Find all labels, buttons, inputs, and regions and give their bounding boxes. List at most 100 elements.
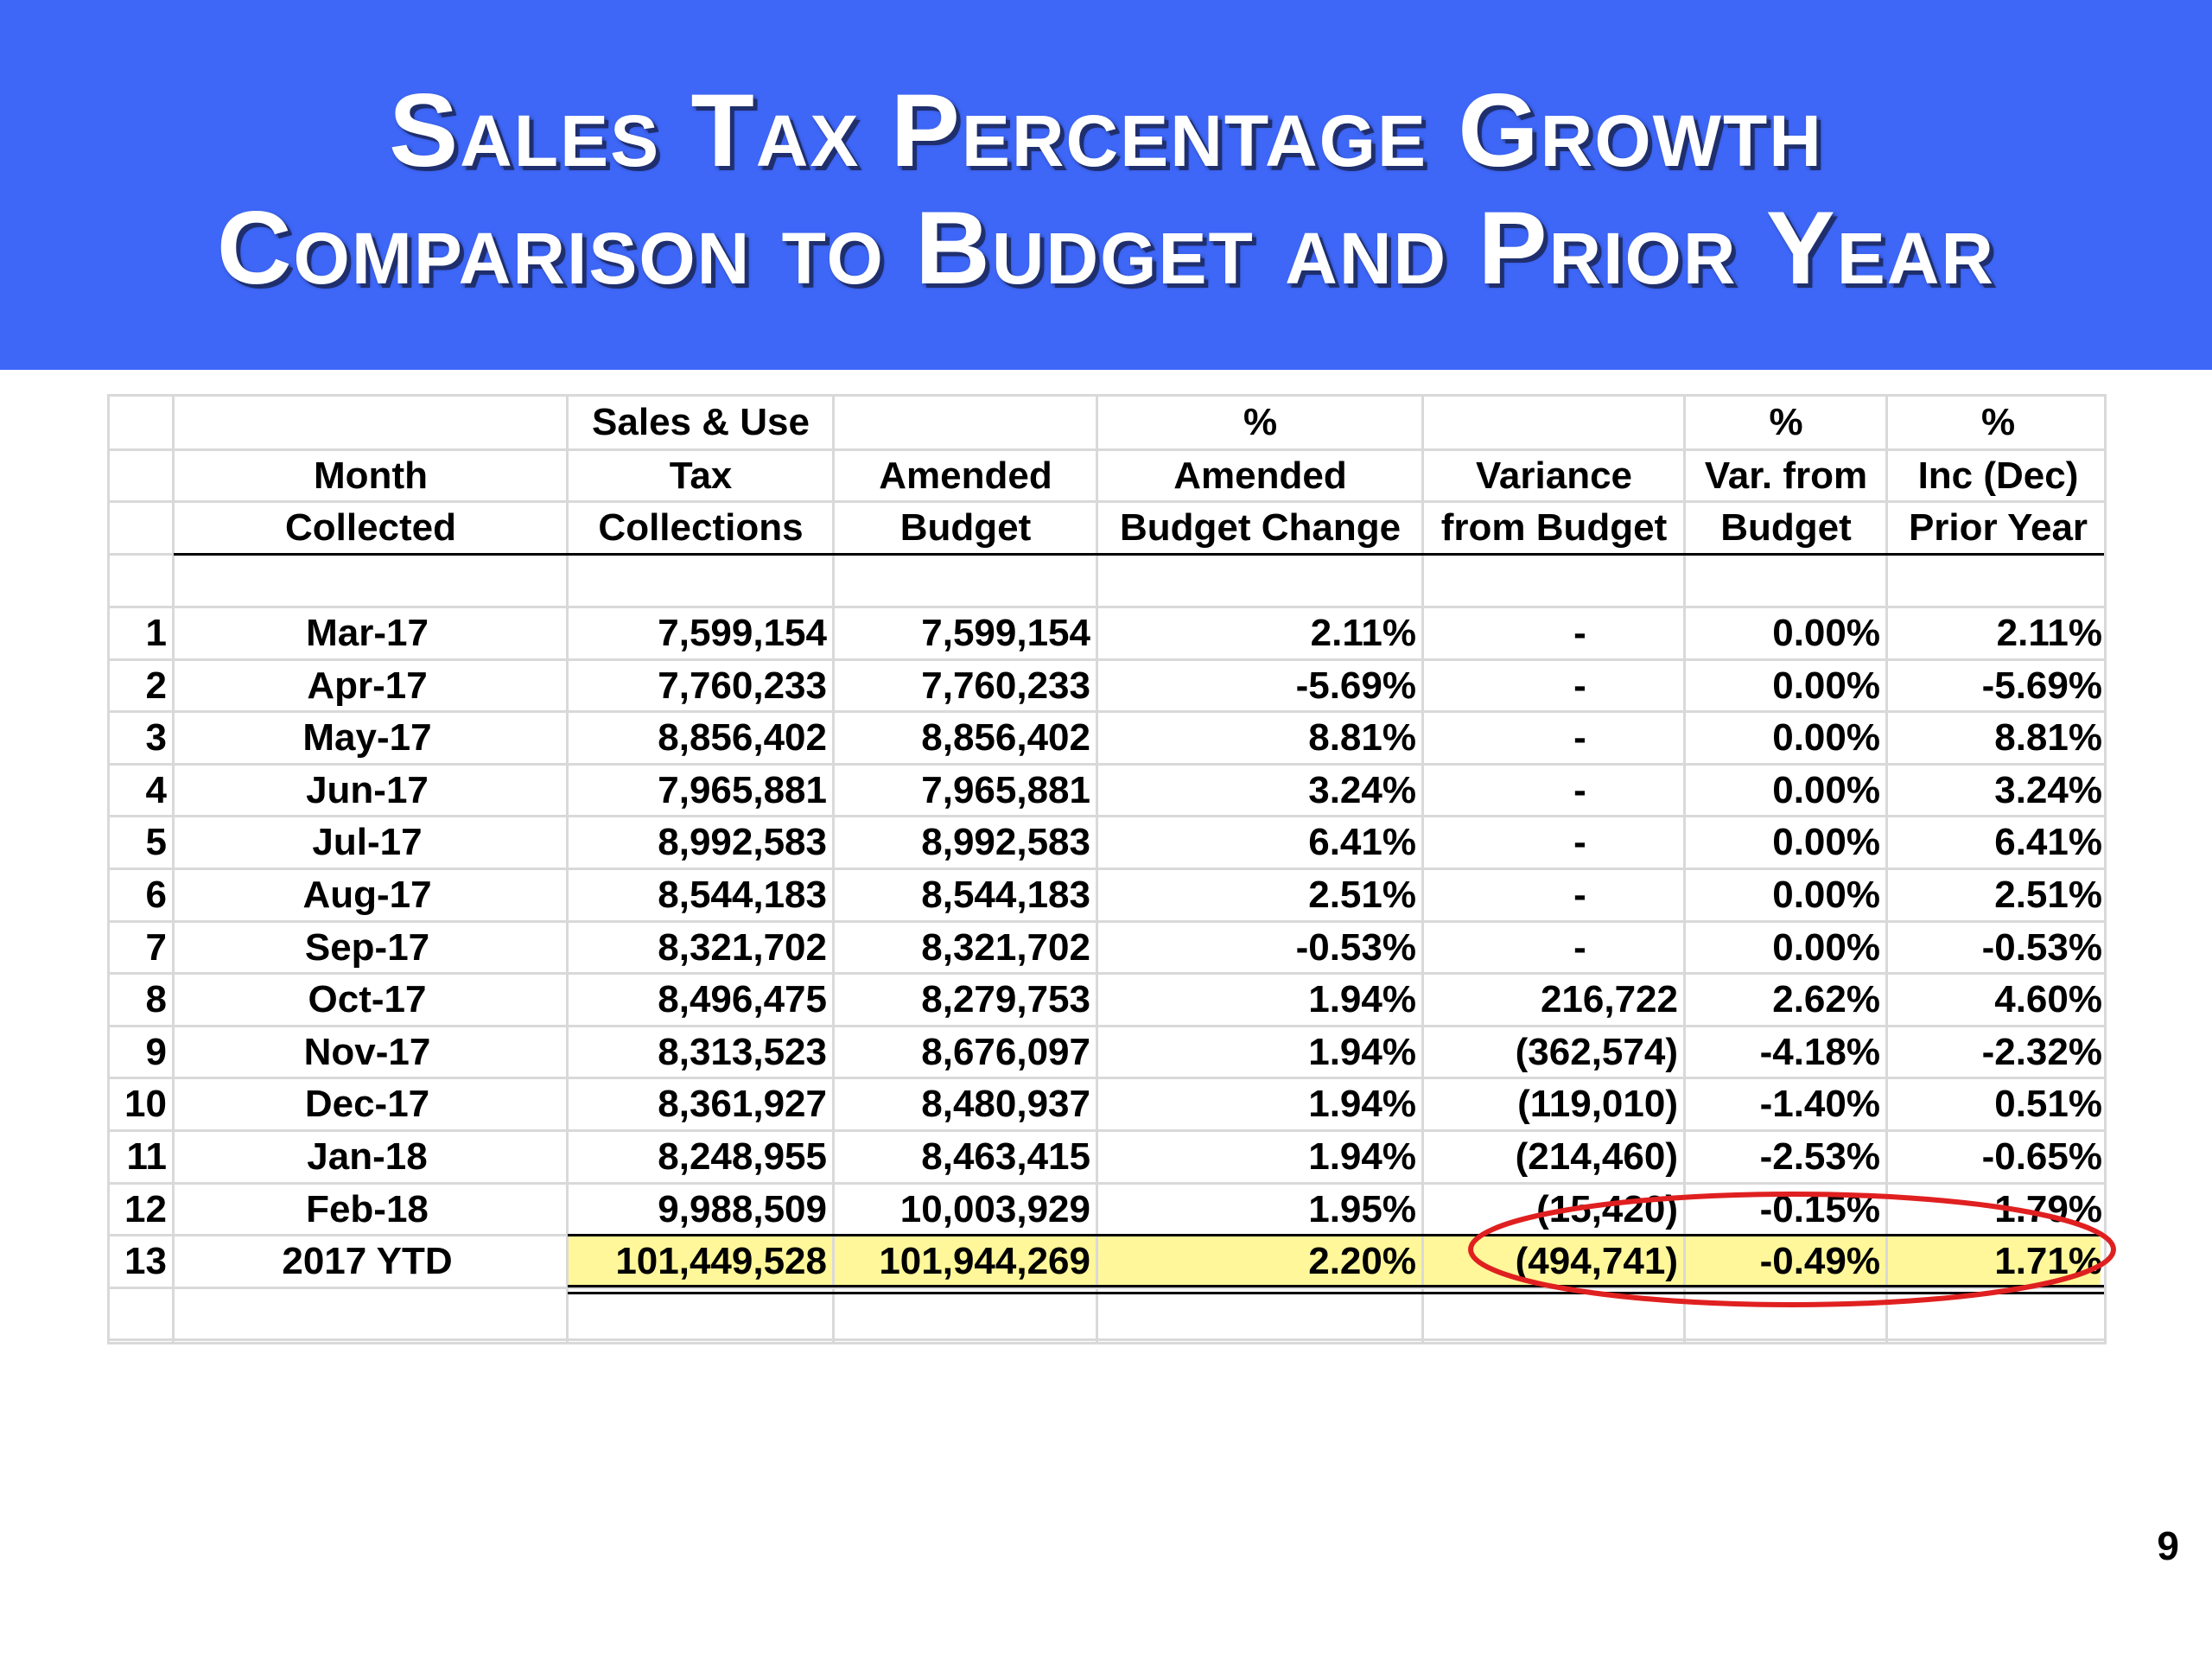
variance-cell: (119,010): [1517, 1083, 1678, 1126]
pct-prior-year-cell: 8.81%: [1994, 716, 2102, 760]
variance-cell: (214,460): [1515, 1135, 1678, 1178]
pct-prior-year-cell: 3.24%: [1994, 768, 2102, 811]
pct-budget-change-header-line-3: Budget Change: [1119, 506, 1402, 549]
month-cell: Mar-17: [306, 612, 429, 654]
ytd-highlight-fill: [568, 1236, 2101, 1287]
collections-cell: 8,544,183: [658, 874, 827, 916]
pct-var-budget-header-line-2: Var. from: [1704, 454, 1868, 497]
pct-var-budget-header-line-3: Budget: [1720, 506, 1852, 549]
row-number-cell: 4: [145, 768, 167, 811]
month-cell: Dec-17: [304, 1083, 430, 1126]
grid-row-line: [110, 1024, 2104, 1027]
collections-cell: 7,965,881: [658, 768, 827, 811]
collections-cell: 9,988,509: [658, 1187, 827, 1230]
highlight-ellipse: [1468, 1192, 2116, 1307]
pct-prior-year-cell: -2.32%: [1981, 1030, 2102, 1073]
title-banner: [0, 0, 2212, 370]
pct-prior-year-cell: 4.60%: [1994, 978, 2102, 1021]
collections-cell: 8,496,475: [658, 978, 827, 1021]
variance-cell: -: [1573, 768, 1586, 811]
grid-row-line: [110, 762, 2104, 766]
variance-cell: -: [1573, 664, 1586, 707]
row-number-cell: 2: [145, 664, 167, 707]
grid-row-line: [110, 710, 2104, 714]
pct-var-budget-cell: 0.00%: [1772, 925, 1880, 969]
pct-prior-year-cell: 2.11%: [1996, 612, 2102, 654]
grid-row-line: [110, 1338, 2104, 1342]
amended-budget-cell: 10,003,929: [899, 1187, 1090, 1230]
row-number-cell: 7: [145, 925, 167, 969]
pct-var-budget-cell: 0.00%: [1772, 612, 1880, 654]
grid-row-line: [110, 1077, 2104, 1080]
pct-var-budget-cell: 0.00%: [1772, 821, 1880, 864]
pct-budget-change-header-line-2: Amended: [1173, 454, 1347, 497]
amended-budget-cell: 8,676,097: [921, 1030, 1090, 1073]
pct-prior-year-cell: 0.51%: [1994, 1083, 2102, 1126]
collections-cell: 7,599,154: [658, 612, 827, 654]
variance-cell: -: [1573, 874, 1586, 916]
row-number-cell: 6: [145, 874, 167, 916]
pct-budget-change-cell: 1.95%: [1308, 1187, 1416, 1230]
month-cell: Jan-18: [307, 1135, 428, 1178]
pct-var-budget-cell: -1.40%: [1759, 1083, 1880, 1126]
row-number-cell: 8: [145, 978, 167, 1021]
amended-budget-cell: 8,992,583: [921, 821, 1090, 864]
month-cell: Nov-17: [303, 1030, 431, 1073]
pct-var-budget-cell: 0.00%: [1772, 874, 1880, 916]
spreadsheet-table: Month Collected Sales & Use Tax Collections A…: [107, 394, 2107, 1344]
amended-budget-header-line-2: Amended: [879, 454, 1052, 497]
collections-cell: 8,321,702: [658, 925, 827, 969]
pct-var-budget-cell: 0.00%: [1772, 716, 1880, 760]
amended-budget-cell: 7,599,154: [921, 612, 1090, 654]
variance-cell: -: [1573, 821, 1586, 864]
row-number-cell: 12: [124, 1187, 167, 1230]
pct-prior-year-header-line-2: Inc (Dec): [1917, 454, 2079, 497]
amended-budget-cell: 8,279,753: [921, 978, 1090, 1021]
pct-var-budget-cell: 0.00%: [1772, 664, 1880, 707]
variance-cell: 216,722: [1540, 978, 1678, 1021]
page-number: 9: [2157, 1523, 2179, 1568]
month-cell: Aug-17: [302, 874, 432, 916]
pct-budget-change-cell: 8.81%: [1308, 716, 1416, 760]
grid-row-line: [110, 868, 2104, 870]
pct-var-budget-cell: 0.00%: [1772, 768, 1880, 811]
pct-prior-year-cell: 1.71%: [1994, 1240, 2102, 1283]
pct-prior-year-cell: -5.69%: [1981, 664, 2102, 707]
variance-cell: -: [1573, 925, 1586, 969]
pct-prior-year-cell: -0.65%: [1981, 1135, 2102, 1178]
pct-var-budget-cell: -4.18%: [1759, 1030, 1880, 1073]
row-number-cell: 3: [145, 716, 167, 760]
variance-cell: (494,741): [1515, 1240, 1678, 1283]
pct-budget-change-cell: 2.11%: [1310, 612, 1416, 654]
slide-title-line-1: Sales Tax Percentage Growth: [389, 73, 1823, 188]
month-collected-header-line-2: Month: [314, 454, 428, 497]
amended-budget-cell: 101,944,269: [879, 1240, 1090, 1283]
month-cell: 2017 YTD: [282, 1240, 453, 1283]
month-cell: Apr-17: [307, 664, 428, 707]
pct-prior-year-header-line-3: Prior Year: [1908, 506, 2088, 549]
pct-budget-change-cell: 1.94%: [1308, 978, 1416, 1021]
grid-row-line: [110, 815, 2104, 818]
grid-row-line: [110, 500, 2104, 503]
amended-budget-header-line-3: Budget: [899, 506, 1032, 549]
month-cell: Feb-18: [306, 1187, 429, 1230]
pct-prior-year-header-line-1: %: [1980, 401, 2016, 443]
collections-header-line-3: Collections: [598, 506, 804, 549]
ytd-double-underline-1: [568, 1284, 2104, 1287]
pct-var-budget-header-line-1: %: [1769, 401, 1803, 443]
pct-budget-change-cell: 1.94%: [1308, 1030, 1416, 1073]
grid-row-line: [110, 606, 2104, 608]
pct-var-budget-cell: 2.62%: [1772, 978, 1880, 1021]
collections-header-line-1: Sales & Use: [592, 401, 810, 443]
grid-row-line: [110, 1129, 2104, 1132]
pct-budget-change-cell: -0.53%: [1295, 925, 1416, 969]
collections-cell: 8,992,583: [658, 821, 827, 864]
pct-prior-year-cell: -0.53%: [1981, 925, 2102, 969]
ytd-top-border: [568, 1234, 2104, 1237]
amended-budget-cell: 7,760,233: [921, 664, 1090, 707]
month-cell: Oct-17: [308, 978, 427, 1021]
amended-budget-cell: 8,463,415: [921, 1135, 1090, 1178]
month-cell: Jun-17: [306, 768, 429, 811]
grid-row-line: [110, 972, 2104, 976]
slide-title-line-2: Comparison to Budget and Prior Year: [216, 190, 1996, 306]
